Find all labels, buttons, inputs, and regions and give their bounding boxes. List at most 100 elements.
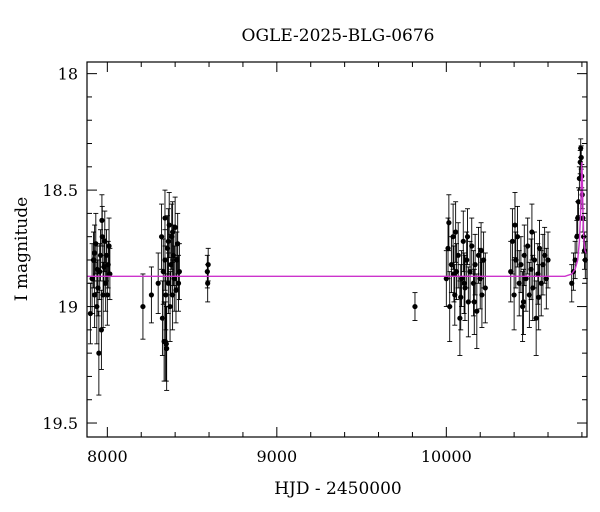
y-tick-label: 18.5 [42,181,78,200]
chart-title: OGLE-2025-BLG-0676 [242,26,435,46]
point-marker [520,299,527,305]
point-marker [574,234,580,240]
point-marker [533,315,539,321]
data-point [523,245,529,312]
data-point [98,289,105,370]
data-points-layer [87,138,588,396]
point-marker [578,154,584,161]
data-point [458,264,464,331]
point-marker [514,234,521,240]
point-marker [175,280,182,286]
point-marker [450,234,456,240]
data-point [148,266,155,324]
data-point [578,138,584,158]
data-point [158,203,165,270]
data-point [482,252,488,324]
point-marker [173,287,179,293]
point-marker [99,217,105,223]
plot-frame [86,61,588,438]
data-point [520,268,527,335]
point-marker [92,292,98,298]
point-marker [511,292,517,298]
y-axis-label: I magnitude [12,197,32,301]
point-marker [529,229,535,235]
point-marker [447,303,453,310]
point-marker [464,234,471,240]
data-point [172,196,178,259]
data-point [457,280,463,356]
point-marker [167,303,173,310]
point-marker [172,224,178,230]
data-point [529,203,535,261]
data-point [104,264,110,326]
point-marker [469,243,475,249]
data-point [531,231,538,289]
axis-ticks [87,62,587,437]
point-marker [104,292,110,298]
point-marker [457,315,463,321]
data-point [447,271,453,342]
point-marker [523,276,529,282]
point-marker [205,280,211,286]
data-point [140,273,146,340]
point-marker [471,299,477,305]
point-marker [96,350,102,356]
point-marker [545,257,551,263]
point-marker [98,327,105,333]
point-marker [478,248,484,254]
data-point [471,268,477,335]
data-point [478,222,484,280]
data-point [106,217,112,275]
point-marker [148,292,155,298]
point-marker [176,269,182,275]
data-point [453,201,459,263]
model-curve [87,162,587,277]
y-tick-label: 19.5 [42,414,78,433]
data-point [469,217,475,275]
point-marker [445,245,451,251]
data-point [536,264,542,331]
data-point [512,191,518,259]
point-marker [163,341,169,347]
data-point [451,245,457,303]
point-marker [464,257,470,263]
data-point [94,245,100,294]
y-tick-label: 18 [58,65,78,84]
point-marker [94,266,100,272]
point-marker [509,238,516,244]
data-point [514,205,521,268]
data-point [479,261,485,328]
data-point [445,217,451,280]
x-axis-label: HJD - 2450000 [274,479,402,499]
point-marker [453,229,459,235]
data-point [518,236,524,294]
point-marker [518,262,524,268]
point-marker [455,252,461,258]
point-marker [451,271,457,277]
data-point [450,203,456,270]
data-point [176,243,182,301]
data-point [92,224,98,282]
point-marker [512,222,518,228]
point-marker [165,238,171,244]
point-marker [575,199,582,205]
point-marker [163,292,169,298]
data-point [545,231,551,289]
data-point [165,208,171,275]
point-marker [519,303,526,310]
x-axis-tick-labels: 8000 9000 10000 [87,447,472,466]
data-point [96,310,102,396]
point-marker [482,285,488,291]
data-point [99,194,105,247]
data-point [155,252,161,315]
data-point [169,201,176,263]
x-tick-label: 8000 [87,447,128,466]
point-marker [461,280,467,286]
point-marker [531,257,538,263]
point-marker [525,243,531,249]
point-marker [458,294,464,300]
point-marker [474,308,480,314]
point-marker [446,220,452,226]
data-point [162,189,168,247]
